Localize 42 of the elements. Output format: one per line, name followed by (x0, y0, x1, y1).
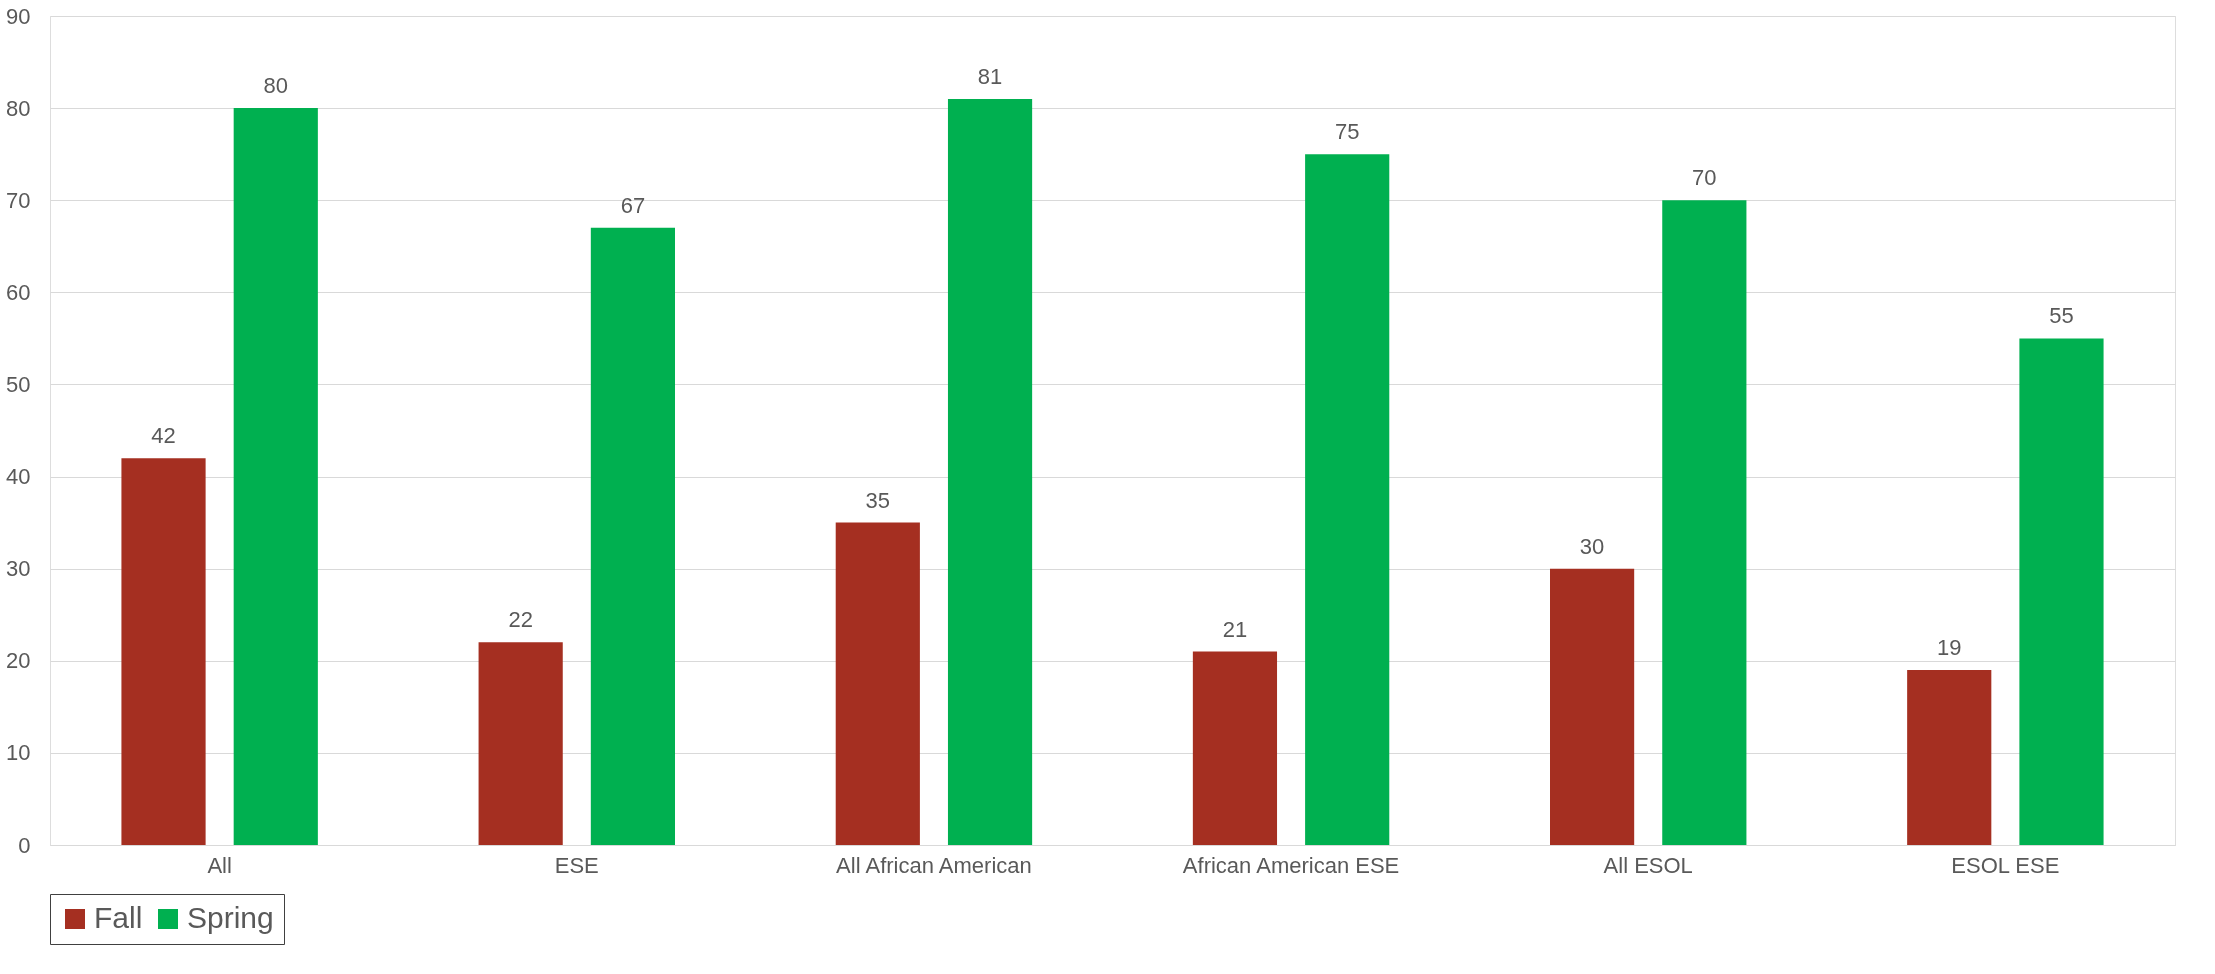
y-tick-label: 10 (6, 740, 31, 766)
y-tick-label: 50 (6, 371, 31, 397)
y-tick-label: 80 (6, 95, 31, 121)
x-tick-label: ESOL ESE (1951, 852, 2060, 878)
y-tick-label: 0 (18, 832, 31, 858)
bar (121, 458, 206, 845)
y-tick-label: 40 (6, 464, 31, 490)
data-label: 55 (2049, 303, 2074, 329)
bar (1550, 568, 1635, 845)
bar (1192, 651, 1278, 845)
legend-label: Spring (187, 901, 274, 934)
data-label: 80 (263, 73, 289, 99)
data-label: 30 (1579, 533, 1605, 559)
bar (233, 108, 318, 845)
bar (590, 227, 675, 845)
y-tick-label: 60 (6, 279, 31, 305)
bar (947, 98, 1033, 845)
legend-label: Fall (94, 901, 143, 934)
x-tick-label: African American ESE (1182, 852, 1400, 878)
data-label: 21 (1222, 616, 1248, 642)
x-tick-label: All (207, 852, 232, 878)
x-tick-label: All ESOL (1603, 852, 1693, 878)
data-label: 81 (977, 63, 1003, 89)
bar (2019, 338, 2104, 845)
data-label: 75 (1334, 119, 1360, 145)
y-tick-label: 30 (6, 556, 31, 582)
bar (478, 642, 563, 845)
bar (835, 522, 920, 845)
bar (1662, 200, 1747, 845)
data-label: 35 (865, 487, 891, 513)
data-label: 22 (508, 607, 533, 633)
data-label: 70 (1692, 165, 1717, 191)
y-tick-label: 90 (6, 3, 31, 29)
bar (1305, 154, 1390, 845)
data-label: 19 (1936, 634, 1962, 660)
y-tick-label: 20 (6, 648, 31, 674)
data-label: 42 (151, 423, 176, 449)
data-label: 67 (620, 192, 646, 218)
x-tick-label: ESE (554, 852, 599, 878)
y-tick-label: 70 (6, 187, 31, 213)
x-tick-label: All African American (836, 852, 1032, 878)
bar (1907, 669, 1992, 845)
